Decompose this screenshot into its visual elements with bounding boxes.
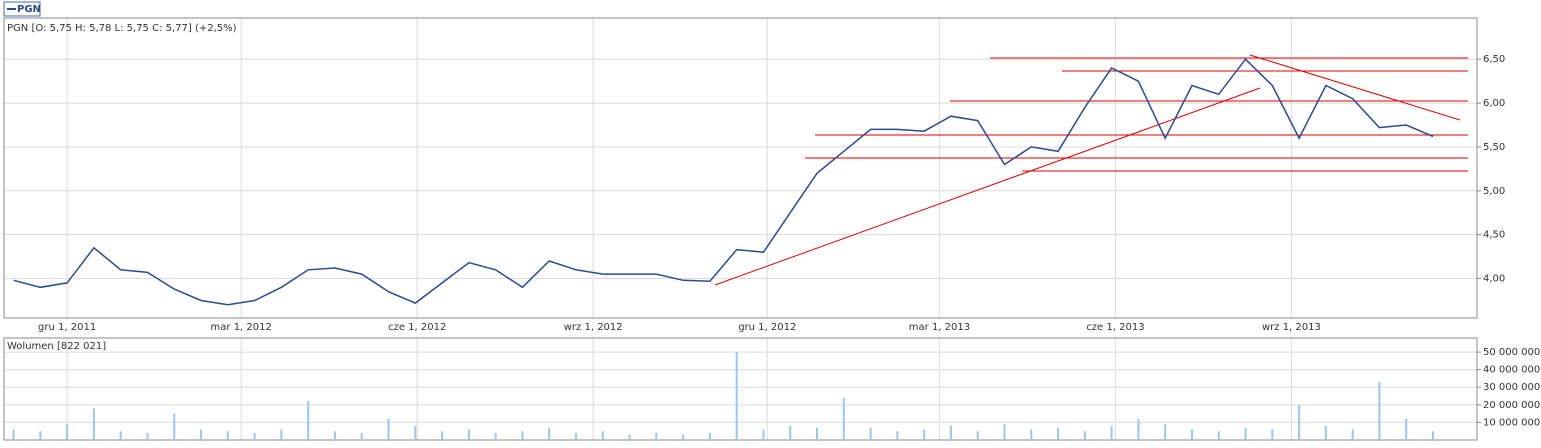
volume-bar <box>628 434 631 440</box>
volume-bar <box>762 429 765 440</box>
trend-line <box>714 87 1261 286</box>
volume-bar <box>1030 429 1033 440</box>
volume-bar <box>387 418 390 440</box>
x-tick-label: gru 1, 2012 <box>738 322 796 333</box>
volume-bar <box>548 427 551 440</box>
y-tick-label: 30 000 000 <box>1483 382 1540 393</box>
x-tick-label: mar 1, 2012 <box>211 322 272 333</box>
volume-bar <box>467 429 470 440</box>
volume-bar <box>842 397 845 440</box>
volume-bar <box>494 432 497 440</box>
y-tick-label: 10 000 000 <box>1483 417 1540 428</box>
volume-bar <box>1351 429 1354 440</box>
x-tick-label: gru 1, 2011 <box>38 322 96 333</box>
volume-bar <box>66 424 69 440</box>
volume-bar <box>896 431 899 440</box>
volume-bar <box>146 432 149 440</box>
volume-bar <box>1217 431 1220 440</box>
y-tick-label: 5,50 <box>1483 142 1505 153</box>
volume-bar <box>39 431 42 440</box>
y-tick-label: 4,00 <box>1483 274 1505 285</box>
y-tick-label: 20 000 000 <box>1483 400 1540 411</box>
volume-bar <box>1432 431 1435 440</box>
volume-bar <box>1057 427 1060 440</box>
volume-bar <box>1324 425 1327 440</box>
volume-bar <box>1405 418 1408 440</box>
volume-bar <box>521 431 524 440</box>
volume-bar <box>119 431 122 440</box>
volume-bar <box>682 434 685 440</box>
volume-bar <box>1190 429 1193 440</box>
volume-bar <box>789 425 792 440</box>
x-tick-label: cze 1, 2013 <box>1086 322 1144 333</box>
volume-title: Wolumen [822 021] <box>7 341 106 352</box>
volume-bar <box>280 429 283 440</box>
volume-bar <box>1298 404 1301 440</box>
volume-bar <box>655 432 658 440</box>
legend-label: PGN <box>17 4 41 15</box>
volume-bar <box>949 425 952 440</box>
price-frame <box>3 17 1478 319</box>
volume-bar <box>1083 431 1086 440</box>
price-line <box>13 58 1434 306</box>
volume-bar <box>12 429 15 440</box>
volume-bar <box>1137 418 1140 440</box>
price-grid <box>4 18 1477 318</box>
volume-bar <box>307 401 310 440</box>
volume-bar <box>92 408 95 440</box>
x-tick-label: mar 1, 2013 <box>909 322 970 333</box>
volume-frame <box>3 337 1478 441</box>
volume-bar <box>173 413 176 440</box>
volume-bar <box>1378 381 1381 440</box>
volume-bar <box>1164 424 1167 440</box>
volume-bar <box>1244 427 1247 440</box>
price-title: PGN [O: 5,75 H: 5,78 L: 5,75 C: 5,77] (+… <box>7 23 237 34</box>
volume-bar <box>200 429 203 440</box>
volume-bar <box>1271 429 1274 440</box>
y-tick-label: 4,50 <box>1483 230 1505 241</box>
trend-line <box>1249 54 1461 121</box>
volume-bar <box>360 432 363 440</box>
volume-bar <box>869 427 872 440</box>
trend-lines <box>714 54 1468 286</box>
volume-bar <box>414 425 417 440</box>
y-tick-label: 6,00 <box>1483 98 1505 109</box>
y-tick-label: 40 000 000 <box>1483 365 1540 376</box>
volume-bar <box>333 431 336 440</box>
volume-bar <box>574 432 577 440</box>
y-tick-label: 5,00 <box>1483 186 1505 197</box>
volume-bar <box>923 429 926 440</box>
volume-bar <box>226 431 229 440</box>
volume-bar <box>601 431 604 440</box>
volume-bar <box>976 431 979 440</box>
y-tick-label: 50 000 000 <box>1483 347 1540 358</box>
y-tick-label: 6,50 <box>1483 54 1505 65</box>
volume-bar <box>735 352 738 440</box>
legend-box <box>3 1 41 17</box>
x-tick-label: wrz 1, 2012 <box>564 322 623 333</box>
x-tick-label: wrz 1, 2013 <box>1262 322 1321 333</box>
volume-bar <box>441 431 444 440</box>
volume-bar <box>1110 425 1113 440</box>
volume-bar <box>816 427 819 440</box>
volume-bar <box>708 432 711 440</box>
volume-grid <box>4 338 1477 440</box>
volume-bar <box>1003 424 1006 440</box>
x-tick-label: cze 1, 2012 <box>388 322 446 333</box>
volume-bar <box>253 432 256 440</box>
